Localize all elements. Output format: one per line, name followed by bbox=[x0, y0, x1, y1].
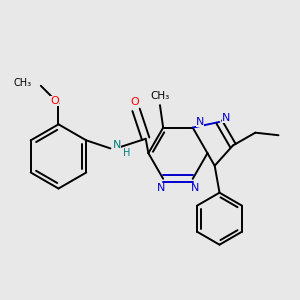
Text: CH₃: CH₃ bbox=[150, 91, 170, 101]
Text: CH₃: CH₃ bbox=[13, 78, 31, 88]
Text: N: N bbox=[191, 183, 200, 193]
Text: O: O bbox=[130, 97, 139, 107]
Text: O: O bbox=[50, 96, 59, 106]
Text: H: H bbox=[123, 148, 130, 158]
Text: N: N bbox=[158, 183, 166, 193]
Text: N: N bbox=[112, 140, 121, 150]
Text: N: N bbox=[222, 113, 230, 123]
Text: N: N bbox=[196, 117, 204, 127]
